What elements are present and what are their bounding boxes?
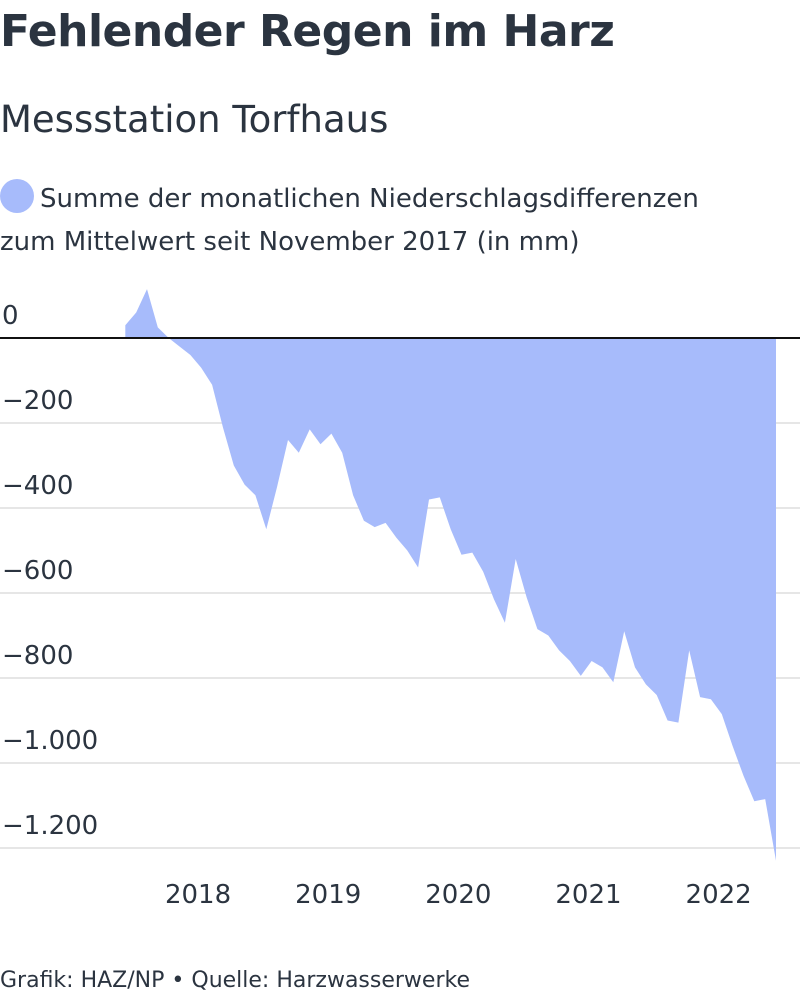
y-tick-label: −800 — [2, 641, 73, 671]
area-chart: 0−200−400−600−800−1.000−1.200 2018 2019 20… — [0, 289, 800, 910]
chart-subtitle: Messstation Torfhaus — [0, 98, 389, 141]
x-tick-label: 2019 — [295, 880, 361, 910]
y-tick-label: −1.000 — [2, 726, 98, 756]
x-tick-label: 2021 — [555, 880, 621, 910]
x-tick-label: 2020 — [425, 880, 491, 910]
footer-source: Quelle: Harzwasserwerke — [191, 968, 470, 993]
y-tick-label: −600 — [2, 556, 73, 586]
y-axis-labels: 0 −200 −400 −600 −800 −1.000 −1.200 — [2, 301, 98, 841]
legend: Summe der monatlichen Niederschlagsdiffe… — [0, 178, 800, 264]
y-tick-label: −1.200 — [2, 811, 98, 841]
footer-separator: • — [171, 968, 185, 993]
chart-title: Fehlender Regen im Harz — [0, 6, 615, 57]
y-tick-label: −400 — [2, 471, 73, 501]
legend-label-line2: zum Mittelwert seit November 2017 (in mm… — [0, 227, 580, 257]
footer-credit: Grafik: HAZ/NP — [0, 968, 165, 993]
x-tick-label: 2018 — [165, 880, 231, 910]
y-tick-label: 0 — [2, 301, 19, 331]
x-axis-labels: 2018 2019 2020 2021 2022 — [165, 880, 752, 910]
x-tick-label: 2022 — [686, 880, 752, 910]
footer: Grafik: HAZ/NP • Quelle: Harzwasserwerke — [0, 966, 800, 996]
series-area — [125, 289, 777, 861]
area-series — [125, 289, 777, 861]
legend-label-line1: Summe der monatlichen Niederschlagsdiffe… — [40, 184, 699, 214]
legend-swatch — [0, 179, 34, 213]
y-tick-label: −200 — [2, 386, 73, 416]
